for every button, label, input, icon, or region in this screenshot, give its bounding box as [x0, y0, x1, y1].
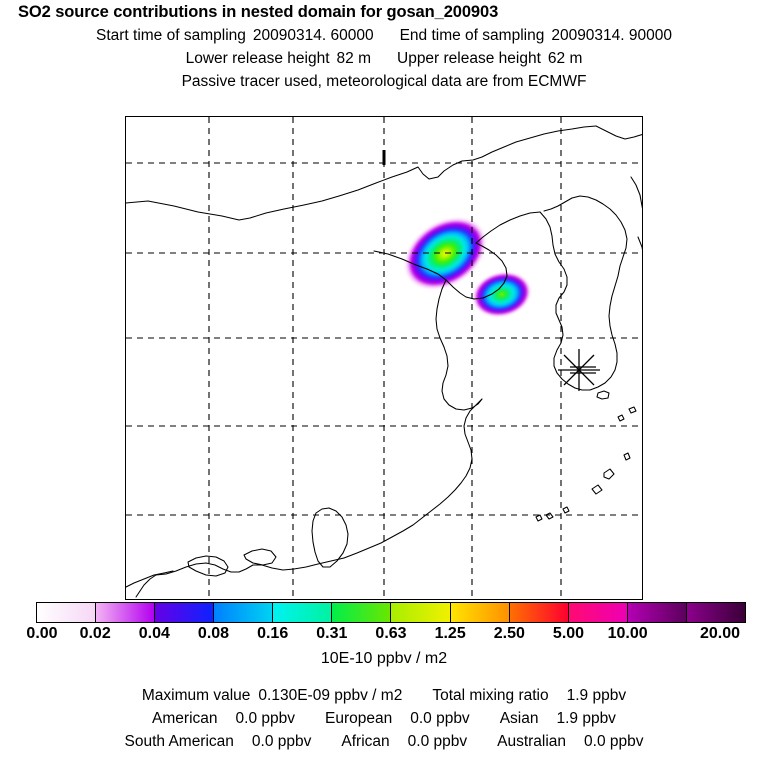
- colorbar-segment-7: [450, 603, 510, 622]
- colorbar-segment-9: [568, 603, 628, 622]
- island-ryukyu-3: [623, 452, 631, 461]
- gosan-release-marker: [558, 349, 600, 391]
- region-value-australian: 0.0 ppbv: [584, 733, 644, 750]
- release-height-row: Lower release height 82 m Upper release he…: [0, 47, 768, 70]
- colorbar-tick-6: 0.63: [375, 625, 407, 642]
- end-time-label: End time of sampling: [399, 27, 545, 44]
- region-value-european: 0.0 ppbv: [410, 710, 470, 727]
- tracer-note: Passive tracer used, meteorological data…: [181, 73, 587, 90]
- colorbar-tick-0: 0.00: [26, 625, 58, 642]
- region-value-asian: 1.9 ppbv: [556, 710, 616, 727]
- stats-row-2: South American 0.0 ppbv African 0.0 ppbv Aus…: [0, 730, 768, 753]
- total-ratio-label: Total mixing ratio: [432, 687, 549, 704]
- coastline-japan-sw: [630, 176, 642, 209]
- coastline-indochina: [135, 574, 157, 598]
- coastline-japan-kyushu: [637, 236, 642, 250]
- statistics-block: Maximum value 0.130E-09 ppbv / m2 Total mi…: [0, 684, 768, 753]
- map-plot-area[interactable]: [125, 116, 643, 600]
- graticule: [126, 117, 642, 599]
- coastline-taiwan: [311, 507, 349, 568]
- island-ryukyu-4: [603, 468, 615, 480]
- header-block: SO2 source contributions in nested domai…: [0, 0, 768, 93]
- stats-row-summary: Maximum value 0.130E-09 ppbv / m2 Total mi…: [0, 684, 768, 707]
- colorbar-tick-11: 20.00: [699, 625, 741, 642]
- start-time-label: Start time of sampling: [95, 27, 246, 44]
- colorbar-segment-11: [686, 603, 745, 622]
- island-ryukyu-1: [617, 414, 625, 422]
- colorbar-segment-8: [509, 603, 569, 622]
- coastline-bohai: [373, 242, 508, 300]
- start-time-value: 20090314. 60000: [252, 27, 374, 44]
- colorbar-tick-10: 10.00: [607, 625, 648, 642]
- max-value-label: Maximum value: [141, 687, 251, 704]
- coastline-korea-south: [574, 265, 621, 391]
- upper-release-value: 62 m: [547, 50, 583, 67]
- colorbar-tick-3: 0.08: [197, 625, 230, 642]
- end-time-value: 20090314. 90000: [551, 27, 673, 44]
- region-label-south-american: South American: [124, 733, 234, 750]
- colorbar-tick-4: 0.16: [257, 625, 289, 642]
- region-label-european: European: [324, 710, 393, 727]
- colorbar-tick-labels: 0.00 0.02 0.04 0.08 0.16 0.31 0.63 1.25 2.50 5.00…: [0, 624, 768, 644]
- sampling-time-row: Start time of sampling 20090314. 60000 End…: [0, 24, 768, 47]
- lower-release-label: Lower release height: [185, 50, 330, 67]
- page-title: SO2 source contributions in nested domai…: [18, 3, 499, 21]
- coastline-north-border: [126, 125, 597, 221]
- region-label-african: African: [341, 733, 390, 750]
- coastline-liaodong: [475, 211, 541, 244]
- island-misc-1: [545, 512, 554, 520]
- island-senkaku: [535, 514, 543, 522]
- coastline-inland-lake: [243, 548, 277, 566]
- coastline-korea-north: [543, 195, 628, 267]
- stats-row-1: American 0.0 ppbv European 0.0 ppbv Asian 1.9…: [0, 707, 768, 730]
- region-value-african: 0.0 ppbv: [407, 733, 468, 750]
- island-jeju: [596, 390, 610, 400]
- colorbar-segment-3: [214, 603, 274, 622]
- coastline-layer: [126, 125, 642, 598]
- coastline-ne-border: [595, 125, 642, 140]
- island-misc-2: [562, 506, 570, 514]
- colorbar-segment-6: [391, 603, 451, 622]
- colorbar-segment-10: [627, 603, 687, 622]
- region-label-american: American: [152, 710, 218, 727]
- lower-release-value: 82 m: [336, 50, 371, 67]
- colorbar-tick-9: 5.00: [552, 625, 585, 642]
- island-ryukyu-5: [591, 484, 603, 495]
- colorbar-segment-2: [155, 603, 215, 622]
- map-vector-layer: [126, 117, 642, 599]
- coastline-jiangsu: [435, 279, 483, 411]
- colorbar-segment-5: [332, 603, 392, 622]
- region-label-asian: Asian: [499, 710, 539, 727]
- colorbar-segment-4: [273, 603, 333, 622]
- region-value-south-american: 0.0 ppbv: [251, 733, 312, 750]
- colorbar-tick-7: 1.25: [434, 625, 466, 642]
- coastline-yangtze: [343, 398, 483, 559]
- coastline-hainan: [187, 555, 229, 577]
- colorbar-unit-label: 10E-10 ppbv / m2: [320, 650, 448, 667]
- upper-release-label: Upper release height: [397, 50, 541, 67]
- colorbar[interactable]: [36, 602, 746, 623]
- region-value-american: 0.0 ppbv: [235, 710, 295, 727]
- colorbar-tick-1: 0.02: [79, 625, 111, 642]
- coastline-indochina-inland: [126, 570, 174, 588]
- colorbar-segment-0: [37, 603, 97, 622]
- region-label-australian: Australian: [497, 733, 567, 750]
- coastline-korea-west: [539, 211, 576, 389]
- colorbar-segment-1: [96, 603, 156, 622]
- total-ratio-value: 1.9 ppbv: [566, 687, 627, 704]
- colorbar-tick-5: 0.31: [316, 625, 348, 642]
- coastline-south-china: [155, 557, 345, 576]
- island-ryukyu-2: [628, 406, 637, 414]
- colorbar-tick-8: 2.50: [493, 625, 525, 642]
- colorbar-tick-2: 0.04: [138, 625, 170, 642]
- max-value-value: 0.130E-09 ppbv / m2: [258, 687, 403, 704]
